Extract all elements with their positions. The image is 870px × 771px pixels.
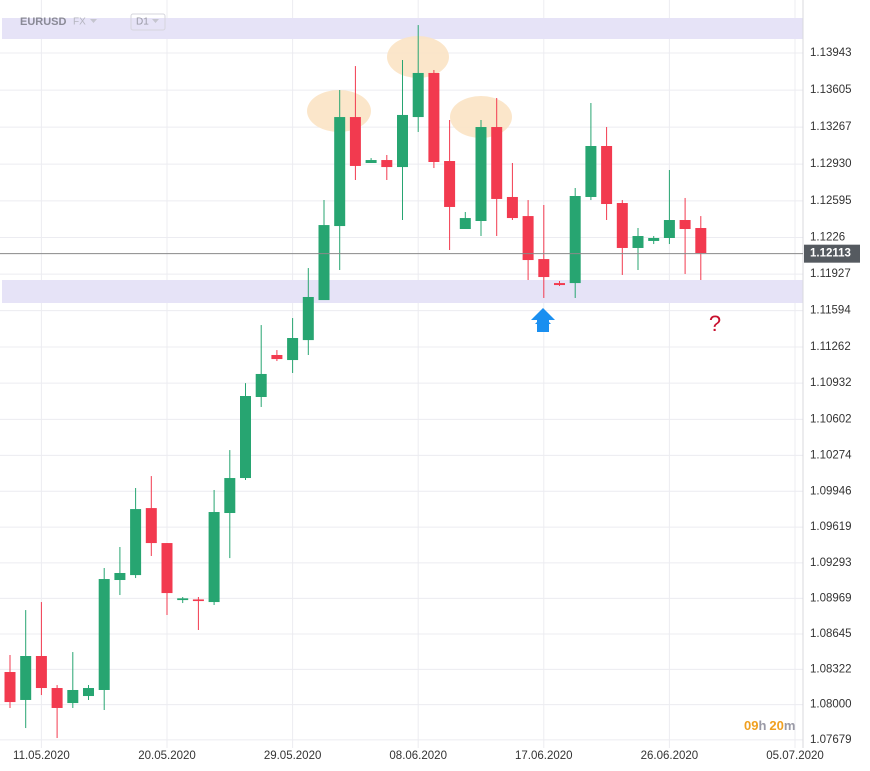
timeframe[interactable]: D1 bbox=[136, 17, 149, 28]
y-tick-label: 1.1226 bbox=[810, 232, 845, 244]
candle-body bbox=[412, 72, 424, 118]
candle-body bbox=[506, 196, 518, 219]
y-tick-label: 1.11927 bbox=[810, 268, 851, 280]
candle-body bbox=[475, 127, 487, 222]
y-tick-label: 1.10274 bbox=[810, 449, 852, 461]
candle-body bbox=[35, 656, 47, 689]
candle-body bbox=[255, 373, 267, 397]
candle-body bbox=[224, 478, 236, 514]
x-tick-label: 29.05.2020 bbox=[264, 750, 322, 762]
candle-body bbox=[130, 509, 142, 576]
candle-body bbox=[522, 216, 534, 261]
candle-body bbox=[177, 598, 189, 601]
dropdown-icon[interactable] bbox=[152, 19, 159, 23]
candle-body bbox=[208, 512, 220, 603]
candle-body bbox=[67, 689, 79, 704]
y-tick-label: 1.13943 bbox=[810, 47, 852, 59]
y-tick-label: 1.11594 bbox=[810, 305, 851, 317]
timer: 09h 20m bbox=[744, 718, 795, 733]
support-zone bbox=[2, 280, 803, 303]
candle-body bbox=[601, 145, 613, 205]
candle-body bbox=[192, 599, 204, 602]
candle-body bbox=[381, 160, 393, 168]
candle-body bbox=[302, 296, 314, 341]
y-tick-label: 1.08969 bbox=[810, 592, 852, 604]
last-price-box bbox=[804, 244, 860, 263]
dropdown-icon[interactable] bbox=[90, 19, 97, 23]
symbol: EURUSD bbox=[20, 16, 67, 28]
x-tick-label: 05.07.2020 bbox=[766, 750, 824, 762]
up-arrow-icon bbox=[531, 308, 555, 332]
timer-hours: 09 bbox=[744, 718, 758, 733]
market: FX bbox=[73, 17, 86, 28]
candle-body bbox=[161, 543, 173, 594]
candle-body bbox=[679, 220, 691, 230]
candle-body bbox=[616, 203, 628, 248]
candle-body bbox=[349, 117, 361, 166]
y-tick-label: 1.11262 bbox=[810, 341, 851, 353]
candle-body bbox=[491, 127, 503, 199]
annotation: ? bbox=[709, 311, 721, 336]
y-tick-label: 1.10932 bbox=[810, 377, 852, 389]
y-tick-label: 1.13605 bbox=[810, 84, 852, 96]
candle-body bbox=[585, 145, 597, 197]
candle-layer bbox=[4, 25, 707, 739]
y-tick-label: 1.08322 bbox=[810, 663, 852, 675]
candle-body bbox=[648, 237, 660, 241]
candle-body bbox=[240, 396, 251, 479]
y-tick-label: 1.07679 bbox=[810, 734, 852, 746]
y-tick-label: 1.08000 bbox=[810, 699, 852, 711]
x-tick-label: 17.06.2020 bbox=[515, 750, 573, 762]
y-tick-label: 1.09293 bbox=[810, 557, 852, 569]
timer-minutes: 20 bbox=[769, 718, 783, 733]
candle-body bbox=[459, 218, 471, 230]
x-tick-label: 26.06.2020 bbox=[641, 750, 699, 762]
timer-hours-unit: h bbox=[758, 718, 766, 733]
candle-body bbox=[334, 117, 346, 227]
y-tick-label: 1.08645 bbox=[810, 628, 852, 640]
candle-body bbox=[145, 508, 157, 544]
y-tick-label: 1.10602 bbox=[810, 413, 852, 425]
candle-body bbox=[428, 72, 440, 163]
resistance-zone bbox=[2, 18, 803, 39]
y-tick-label: 1.12595 bbox=[810, 195, 852, 207]
x-tick-label: 11.05.2020 bbox=[13, 750, 70, 762]
candle-body bbox=[318, 225, 330, 301]
candle-body bbox=[271, 354, 283, 360]
candle-body bbox=[695, 228, 707, 254]
x-tick-label: 08.06.2020 bbox=[389, 750, 447, 762]
candle-body bbox=[538, 259, 550, 278]
candle-body bbox=[663, 220, 675, 238]
candle-body bbox=[51, 688, 63, 708]
timer-minutes-unit: m bbox=[784, 718, 796, 733]
candle-body bbox=[397, 114, 408, 168]
x-tick-label: 20.05.2020 bbox=[138, 750, 196, 762]
candle-body bbox=[632, 236, 644, 248]
y-tick-label: 1.12930 bbox=[810, 158, 852, 170]
last-price-label: 1.12113 bbox=[810, 248, 851, 260]
y-tick-label: 1.13267 bbox=[810, 121, 852, 133]
y-tick-label: 1.09946 bbox=[810, 485, 852, 497]
candle-body bbox=[83, 688, 94, 697]
candle-body bbox=[114, 572, 126, 581]
timeframe-box[interactable] bbox=[130, 13, 166, 31]
candle-body bbox=[569, 196, 581, 284]
candle-body bbox=[287, 338, 299, 361]
candle-body bbox=[20, 656, 32, 700]
candle-body bbox=[554, 283, 565, 286]
candle-body bbox=[365, 160, 377, 163]
grid-layer bbox=[0, 0, 803, 748]
candle-body bbox=[444, 161, 456, 207]
y-tick-label: 1.09619 bbox=[810, 521, 852, 533]
candle-body bbox=[4, 672, 16, 703]
candle-body bbox=[98, 579, 110, 690]
